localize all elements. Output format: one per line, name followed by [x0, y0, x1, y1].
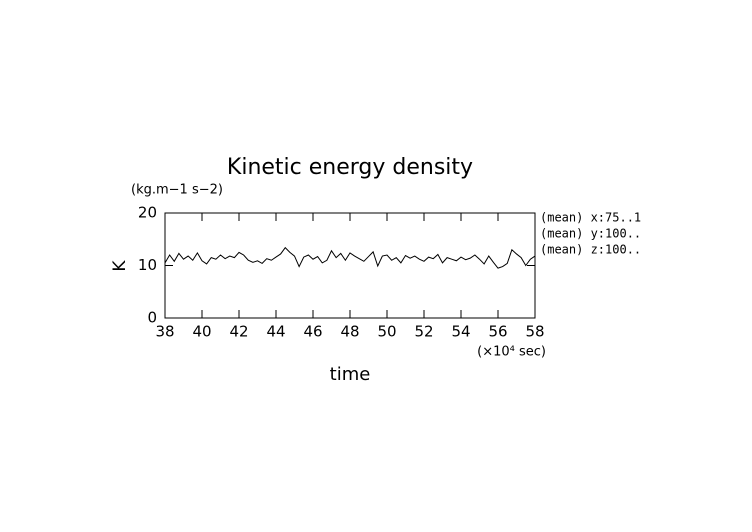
x-tick-label: 54: [451, 323, 470, 341]
y-tick-label: 20: [138, 204, 157, 222]
annotation: (mean) y:100..: [540, 227, 641, 241]
y-axis-label: K: [110, 260, 130, 272]
y-units: (kg.m−1 s−2): [131, 183, 223, 198]
annotation: (mean) z:100..: [540, 243, 641, 257]
x-tick-label: 58: [525, 323, 544, 341]
x-tick-label: 44: [266, 323, 285, 341]
x-tick-label: 48: [340, 323, 359, 341]
x-axis-label: time: [330, 364, 371, 385]
data-line: [164, 246, 536, 269]
x-tick-label: 46: [303, 323, 322, 341]
x-tick-label: 50: [377, 323, 396, 341]
y-tick-label: 10: [138, 256, 157, 274]
annotation: (mean) x:75..1: [540, 211, 641, 225]
x-tick-label: 40: [192, 323, 211, 341]
chart-title: Kinetic energy density: [227, 155, 473, 180]
x-tick-label: 42: [229, 323, 248, 341]
x-tick-label: 38: [155, 323, 174, 341]
plot-frame: [164, 212, 536, 319]
y-tick-label: 0: [147, 309, 157, 327]
x-tick-label: 56: [488, 323, 507, 341]
x-tick-label: 52: [414, 323, 433, 341]
x-units: (×10⁴ sec): [477, 345, 546, 360]
